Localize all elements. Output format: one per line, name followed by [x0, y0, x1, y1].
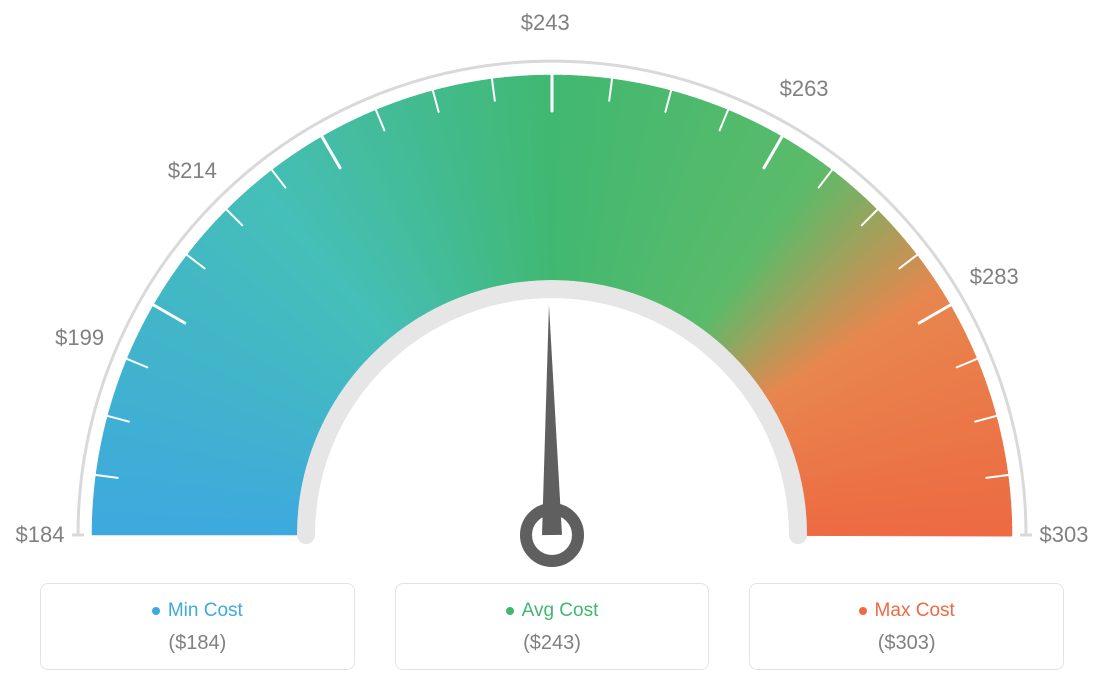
tick-label: $184 — [16, 522, 65, 548]
tick-label: $243 — [521, 10, 570, 36]
gauge-svg — [22, 10, 1082, 570]
legend-max-label: Max Cost — [859, 600, 955, 622]
legend-row: Min Cost ($184) Avg Cost ($243) Max Cost… — [0, 583, 1104, 670]
legend-min-value: ($184) — [51, 632, 344, 655]
tick-label: $199 — [55, 325, 104, 351]
tick-label: $283 — [970, 264, 1019, 290]
legend-card-min: Min Cost ($184) — [40, 583, 355, 670]
tick-label: $263 — [780, 76, 829, 102]
legend-card-avg: Avg Cost ($243) — [395, 583, 710, 670]
legend-avg-value: ($243) — [406, 632, 699, 655]
cost-gauge-chart: $184$199$214$243$263$283$303 — [22, 10, 1082, 570]
legend-avg-label: Avg Cost — [506, 600, 599, 622]
tick-label: $214 — [168, 158, 217, 184]
legend-card-max: Max Cost ($303) — [749, 583, 1064, 670]
legend-min-label: Min Cost — [152, 600, 243, 622]
legend-max-value: ($303) — [760, 632, 1053, 655]
tick-label: $303 — [1040, 522, 1089, 548]
gauge-needle — [542, 305, 562, 535]
